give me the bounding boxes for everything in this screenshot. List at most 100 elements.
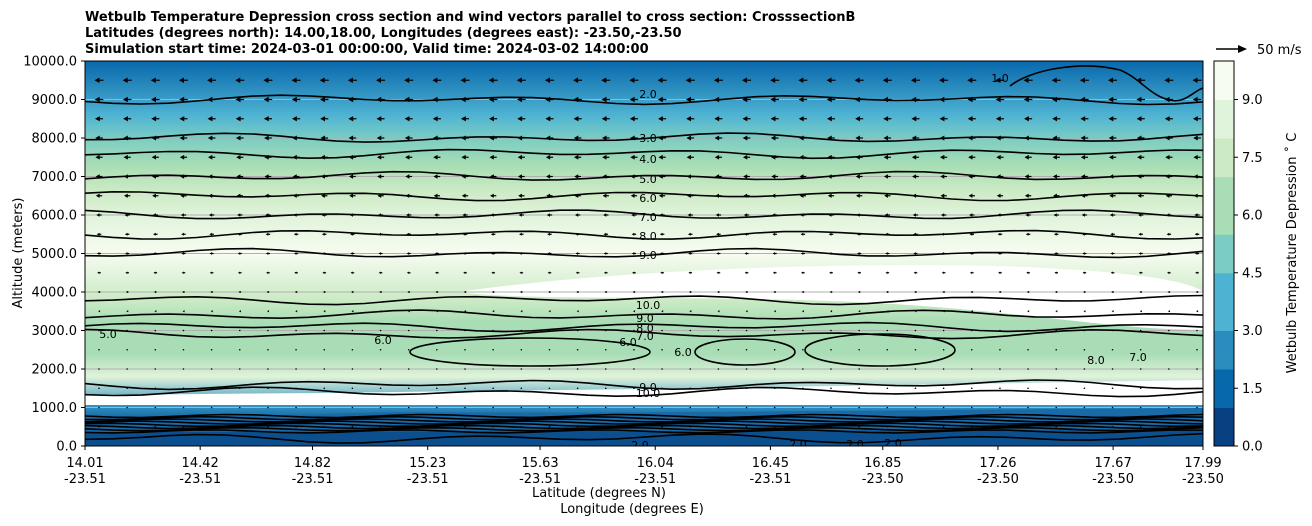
wind-vector-7-23 (743, 213, 750, 217)
colorbar-band-6 (1214, 311, 1234, 331)
colorbar-label: Wetbulb Temperature Depression ˚ C (1284, 133, 1300, 374)
wind-head (629, 116, 635, 122)
wind-vector-14-36 (1111, 348, 1114, 351)
wind-vector-4-18 (602, 154, 610, 160)
wind-vector-11-31 (970, 290, 974, 294)
wind-head (798, 116, 804, 122)
wind-head (827, 154, 832, 160)
wind-head (323, 310, 326, 313)
wind-vector-11-1 (125, 290, 129, 294)
wind-head (854, 77, 860, 83)
wind-head (1081, 174, 1086, 179)
wind-vector-11-35 (1083, 290, 1086, 294)
wind-head (1136, 96, 1142, 103)
wind-vector-9-5 (237, 252, 242, 255)
wind-vector-16-21 (689, 387, 692, 390)
wind-head (658, 116, 663, 122)
wind-head (377, 213, 382, 217)
wind-vector-6-28 (884, 193, 891, 198)
wind-vector-10-37 (1138, 271, 1143, 274)
wind-head (716, 252, 719, 255)
wind-vector-5-11 (405, 174, 413, 179)
colorbar-band-8 (1214, 272, 1234, 293)
wind-vector-13-16 (548, 329, 551, 332)
contour-cell-3 (804, 333, 956, 367)
wind-head (855, 116, 860, 122)
wind-head (799, 154, 804, 160)
wind-vector-16-7 (295, 387, 297, 390)
contour-cell-2 (694, 338, 796, 366)
wind-head (996, 193, 1001, 198)
wind-head (630, 174, 635, 179)
contour-label-22: 2.0 (789, 438, 807, 451)
wind-head (376, 154, 382, 160)
wind-vector-10-4 (209, 271, 214, 274)
wind-vector-10-16 (547, 271, 552, 274)
wind-head (265, 232, 269, 236)
wind-head (1051, 77, 1057, 83)
wind-vector-13-1 (126, 329, 128, 332)
wind-vector-16-11 (407, 387, 410, 390)
wind-vector-12-7 (295, 310, 298, 313)
wind-vector-0-16 (544, 77, 554, 83)
wind-head (1195, 290, 1198, 294)
wind-vector-16-18 (604, 387, 607, 390)
wind-vector-8-18 (603, 232, 609, 236)
wind-vector-10-1 (125, 271, 129, 274)
wind-head (1136, 116, 1142, 122)
wind-head (857, 252, 860, 255)
wind-head (629, 77, 635, 83)
wind-vector-2-5 (235, 116, 244, 122)
wind-vector-2-27 (855, 116, 864, 122)
wind-head (1081, 213, 1085, 217)
wind-vector-12-0 (98, 310, 101, 313)
wind-head (1108, 135, 1114, 141)
wind-head (125, 271, 128, 274)
x-tick-lat-5: 16.04 (637, 456, 674, 471)
y-tick-label-2: 2000.0 (32, 363, 78, 378)
wind-vector-13-3 (182, 329, 185, 332)
wind-head (518, 213, 522, 217)
contour-label-9: 9.0 (636, 312, 654, 325)
wind-head (1193, 135, 1198, 141)
wind-head (435, 310, 438, 313)
contour-line-surface-2 (85, 418, 1203, 423)
wind-vector-15-23 (745, 368, 748, 370)
wind-vector-8-10 (378, 232, 383, 236)
wind-head (98, 310, 101, 313)
wind-vector-11-10 (379, 290, 382, 294)
wind-head (433, 135, 438, 141)
wind-vector-3-14 (489, 135, 497, 141)
wind-head (320, 174, 325, 179)
wind-vector-8-21 (687, 232, 693, 236)
wind-head (489, 116, 494, 122)
wind-vector-17-19 (633, 406, 635, 409)
wind-vector-13-21 (689, 329, 692, 332)
wind-vector-1-18 (601, 96, 611, 103)
wind-vector-11-16 (548, 290, 551, 294)
wind-vector-18-35 (1083, 425, 1086, 428)
wind-vector-8-29 (913, 232, 918, 236)
chart-title: Wetbulb Temperature Depression cross sec… (85, 10, 855, 57)
wind-vector-4-3 (179, 154, 188, 160)
wind-vector-3-5 (235, 135, 244, 141)
wind-vector-1-25 (798, 96, 808, 103)
wind-vector-3-13 (461, 135, 469, 141)
wind-head (857, 290, 860, 294)
wind-head (968, 174, 973, 179)
wind-head (1052, 174, 1057, 179)
wind-vector-9-19 (631, 252, 636, 255)
title-line-3: Simulation start time: 2024-03-01 00:00:… (85, 42, 649, 57)
wind-head (547, 271, 550, 274)
wind-vector-0-31 (967, 77, 977, 83)
wind-vector-18-28 (886, 425, 889, 428)
wind-vector-0-12 (432, 77, 442, 83)
wind-vector-8-16 (547, 232, 552, 236)
colorbar-band-10 (1214, 234, 1234, 254)
wind-head (293, 213, 297, 217)
wind-head (1054, 290, 1057, 294)
wind-vector-5-10 (377, 174, 384, 179)
wind-vector-7-11 (405, 213, 412, 217)
wind-head (770, 96, 776, 103)
wind-vector-12-23 (745, 310, 748, 313)
